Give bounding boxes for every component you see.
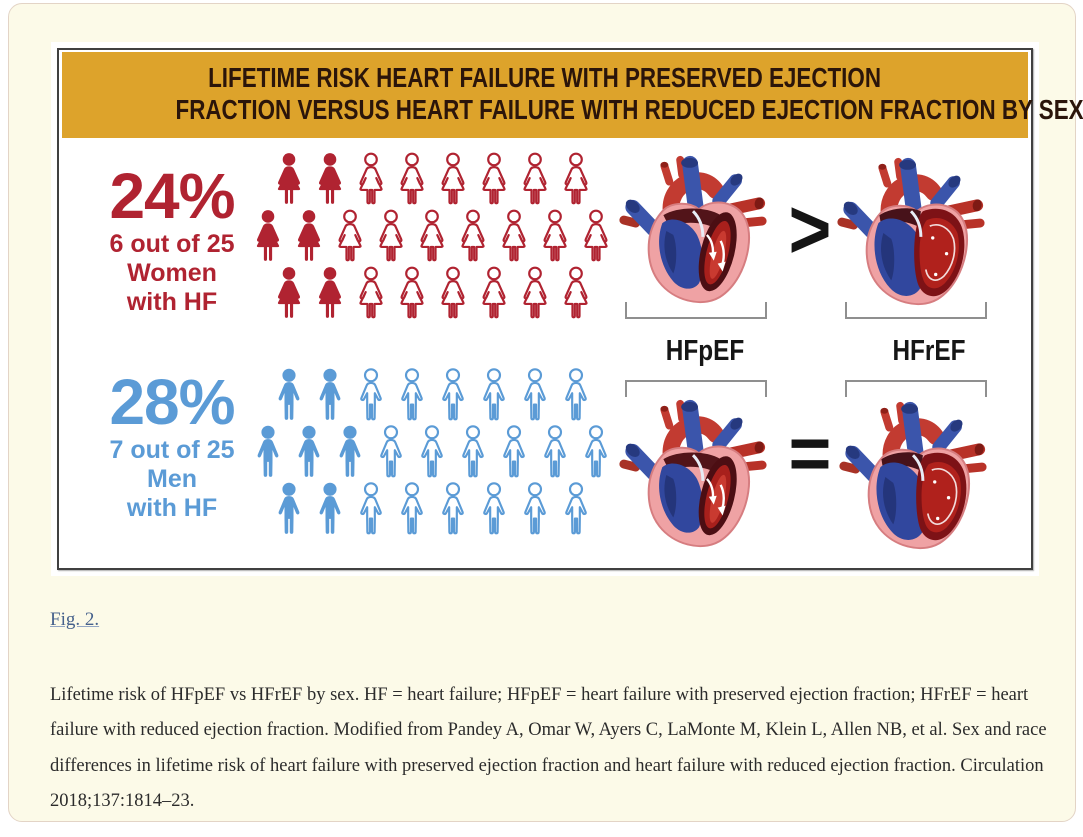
male-person-outline-icon <box>495 425 533 480</box>
male-person-outline-icon <box>352 482 390 537</box>
male-person-outline-icon <box>393 482 431 537</box>
hfref-label: HFrEF <box>892 335 966 367</box>
male-person-outline-icon <box>434 482 472 537</box>
female-person-outline-icon <box>475 266 513 321</box>
bracket-under-hfref-top <box>845 302 987 319</box>
equals-symbol: = <box>788 410 832 496</box>
male-person-outline-icon <box>475 482 513 537</box>
female-person-outline-icon <box>331 209 369 264</box>
figure-image: LIFETIME RISK HEART FAILURE WITH PRESERV… <box>51 42 1083 576</box>
male-person-outline-icon <box>372 425 410 480</box>
female-person-outline-icon <box>352 266 390 321</box>
men-pictogram <box>249 368 615 539</box>
female-person-outline-icon <box>393 152 431 207</box>
men-ratio: 7 out of 25 <box>109 436 235 464</box>
figure-title-line1: LIFETIME RISK HEART FAILURE WITH PRESERV… <box>208 62 882 93</box>
female-person-filled-icon <box>290 209 328 264</box>
male-person-outline-icon <box>475 368 513 423</box>
female-person-outline-icon <box>434 152 472 207</box>
article-panel: LIFETIME RISK HEART FAILURE WITH PRESERV… <box>8 3 1083 822</box>
hfpef-heart-illustration <box>619 394 769 552</box>
bracket-over-hfpef-bottom <box>625 380 767 397</box>
female-person-filled-icon <box>270 152 308 207</box>
female-person-outline-icon <box>413 209 451 264</box>
men-suffix-label: with HF <box>126 494 218 522</box>
figure-frame: LIFETIME RISK HEART FAILURE WITH PRESERV… <box>57 48 1083 570</box>
pictogram-row <box>249 425 615 482</box>
male-person-filled-icon <box>249 425 287 480</box>
male-person-outline-icon <box>352 368 390 423</box>
men-percent: 28% <box>109 366 235 438</box>
female-person-outline-icon <box>557 266 595 321</box>
female-person-outline-icon <box>516 152 554 207</box>
bracket-under-hfpef-top <box>625 302 767 319</box>
bracket-over-hfref-bottom <box>845 380 987 397</box>
female-person-filled-icon <box>249 209 287 264</box>
women-ratio: 6 out of 25 <box>109 230 235 258</box>
male-person-outline-icon <box>557 482 595 537</box>
greater-than-symbol: > <box>788 182 832 276</box>
male-person-filled-icon <box>290 425 328 480</box>
women-pictogram <box>249 152 615 323</box>
figure-caption: Lifetime risk of HFpEF vs HFrEF by sex. … <box>50 684 1047 812</box>
male-person-filled-icon <box>270 368 308 423</box>
female-person-outline-icon <box>577 209 615 264</box>
male-person-filled-icon <box>311 482 349 537</box>
hfref-heart-illustration <box>839 396 989 554</box>
women-stat-block: 24% 6 out of 25 Women with HF <box>67 162 277 317</box>
female-person-outline-icon <box>352 152 390 207</box>
male-person-outline-icon <box>516 482 554 537</box>
pictogram-row <box>249 368 615 425</box>
men-stat-block: 28% 7 out of 25 Men with HF <box>67 368 277 523</box>
male-person-outline-icon <box>516 368 554 423</box>
male-person-filled-icon <box>331 425 369 480</box>
male-person-outline-icon <box>393 368 431 423</box>
women-suffix-label: with HF <box>126 288 218 316</box>
female-person-outline-icon <box>372 209 410 264</box>
female-person-filled-icon <box>311 152 349 207</box>
female-person-outline-icon <box>434 266 472 321</box>
male-person-outline-icon <box>557 368 595 423</box>
female-person-outline-icon <box>393 266 431 321</box>
hfpef-heart-illustration <box>619 150 769 308</box>
male-person-outline-icon <box>454 425 492 480</box>
female-person-filled-icon <box>311 266 349 321</box>
figure-link[interactable]: Fig. 2. <box>50 609 100 630</box>
women-percent: 24% <box>109 160 235 232</box>
male-person-outline-icon <box>434 368 472 423</box>
female-person-outline-icon <box>516 266 554 321</box>
pictogram-row <box>249 209 615 266</box>
female-person-outline-icon <box>536 209 574 264</box>
men-group-label: Men <box>147 465 197 493</box>
hfpef-label: HFpEF <box>665 335 745 367</box>
male-person-outline-icon <box>577 425 615 480</box>
female-person-outline-icon <box>557 152 595 207</box>
male-person-outline-icon <box>536 425 574 480</box>
male-person-filled-icon <box>311 368 349 423</box>
pictogram-row <box>249 482 615 539</box>
figure-title-line2: FRACTION VERSUS HEART FAILURE WITH REDUC… <box>175 94 1083 125</box>
pictogram-row <box>249 152 615 209</box>
female-person-outline-icon <box>475 152 513 207</box>
male-person-filled-icon <box>270 482 308 537</box>
male-person-outline-icon <box>413 425 451 480</box>
female-person-outline-icon <box>495 209 533 264</box>
title-band: LIFETIME RISK HEART FAILURE WITH PRESERV… <box>62 52 1083 138</box>
female-person-filled-icon <box>270 266 308 321</box>
hfref-heart-illustration <box>837 152 987 310</box>
pictogram-row <box>249 266 615 323</box>
women-group-label: Women <box>127 259 217 287</box>
female-person-outline-icon <box>454 209 492 264</box>
